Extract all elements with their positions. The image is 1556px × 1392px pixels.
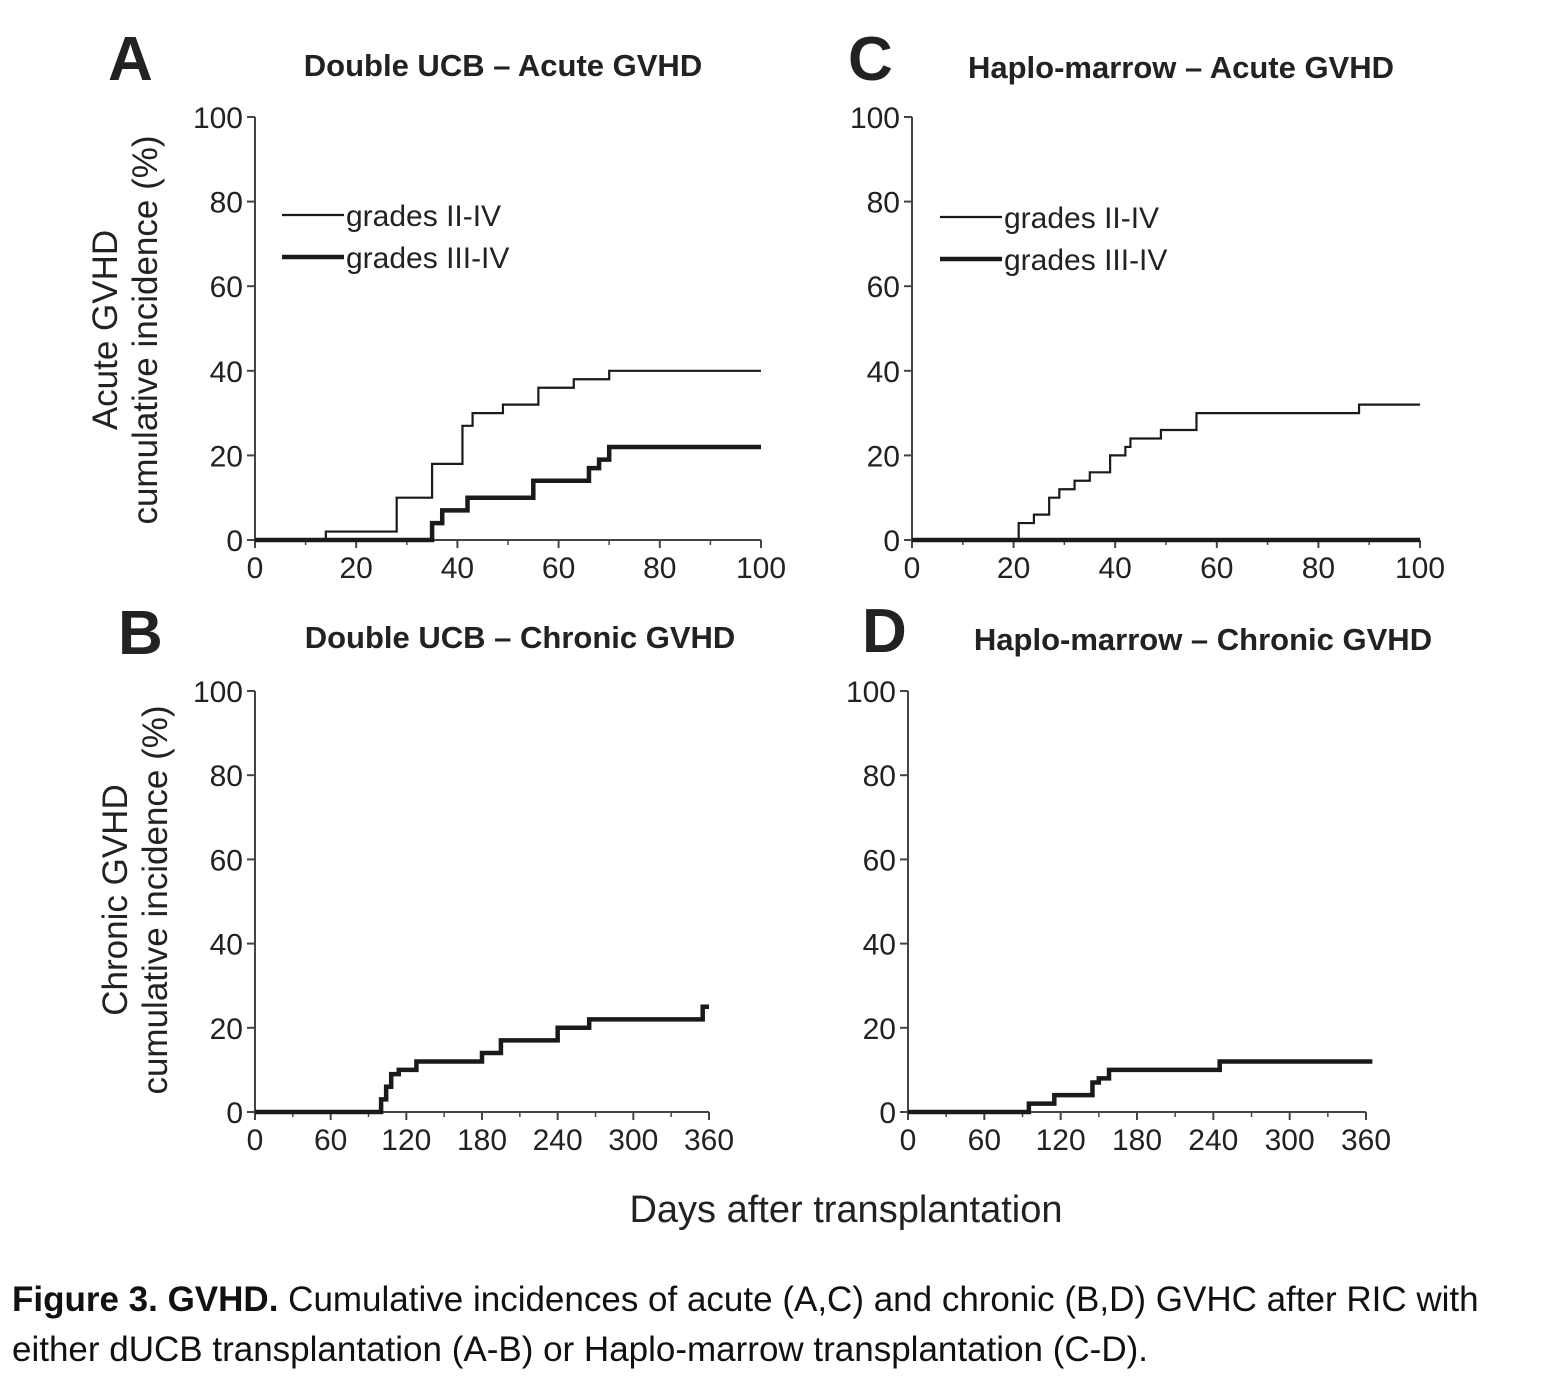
panel-a: A Double UCB – Acute GVHD 0 20 40 60 80 100 0 20 4… <box>108 25 786 585</box>
legend-label-a-1: grades II-IV <box>346 200 501 233</box>
x-tick-label-c: 20 <box>997 552 1030 585</box>
x-tick-label-c: 60 <box>1200 552 1233 585</box>
y-tick-label-b: 40 <box>210 929 243 962</box>
series-line-a-1 <box>255 369 761 542</box>
panel-d: D Haplo-marrow – Chronic GVHD 0 20 40 60 80 100… <box>846 597 1432 1157</box>
y-tick-label-c: 80 <box>867 187 900 220</box>
legend-label-a-2: grades III-IV <box>346 242 509 275</box>
x-tick-label-a: 40 <box>441 552 474 585</box>
series-line-b-1 <box>255 1004 709 1115</box>
y-tick-label-d: 0 <box>879 1097 896 1130</box>
series-line-a-2 <box>255 444 761 543</box>
panel-b: B Double UCB – Chronic GVHD 0 20 40 60 80 100 0 6… <box>118 599 735 1157</box>
panel-title-d: Haplo-marrow – Chronic GVHD <box>974 622 1432 657</box>
y-tick-label-b: 20 <box>210 1013 243 1046</box>
legend-label-c-2: grades III-IV <box>1004 244 1167 277</box>
panel-letter-d: D <box>862 597 907 666</box>
y-tick-label-d: 20 <box>863 1013 896 1046</box>
x-tick-label-a: 60 <box>542 552 575 585</box>
x-tick-label-b: 300 <box>608 1124 658 1157</box>
legend-label-c-1: grades II-IV <box>1004 202 1159 235</box>
y-tick-label-d: 60 <box>863 844 896 877</box>
series-line-c-1 <box>912 403 1420 542</box>
y-tick-label-b: 60 <box>210 844 243 877</box>
x-tick-label-b: 240 <box>533 1124 583 1157</box>
y-tick-label-a: 0 <box>226 525 243 558</box>
y-tick-label-a: 60 <box>210 271 243 304</box>
gvhd-figure: A Double UCB – Acute GVHD 0 20 40 60 80 100 0 20 4… <box>86 25 1445 1231</box>
y-tick-label-a: 40 <box>210 356 243 389</box>
x-tick-label-a: 100 <box>736 552 786 585</box>
y-axis-label-chronic-line1: Chronic GVHD <box>96 784 135 1015</box>
x-tick-label-b: 180 <box>457 1124 507 1157</box>
y-tick-label-a: 20 <box>210 440 243 473</box>
caption-text: Cumulative incidences of acute (A,C) and… <box>12 1280 1479 1369</box>
panel-c: C Haplo-marrow – Acute GVHD 0 20 40 60 80 100 0 2… <box>848 25 1445 585</box>
y-axis-label-chronic-line2: cumulative incidence (%) <box>136 705 175 1094</box>
panel-letter-b: B <box>118 599 163 668</box>
x-tick-label-b: 60 <box>314 1124 347 1157</box>
x-tick-label-a: 0 <box>247 552 264 585</box>
y-tick-label-d: 40 <box>863 929 896 962</box>
y-tick-label-b: 80 <box>210 760 243 793</box>
x-tick-label-d: 240 <box>1188 1124 1238 1157</box>
y-axis-label-acute-line1: Acute GVHD <box>86 230 125 430</box>
x-tick-label-b: 360 <box>684 1124 734 1157</box>
x-tick-label-d: 180 <box>1112 1124 1162 1157</box>
y-tick-label-c: 100 <box>850 102 900 135</box>
y-tick-label-b: 0 <box>226 1097 243 1130</box>
x-tick-label-d: 360 <box>1341 1124 1391 1157</box>
y-tick-label-c: 20 <box>867 440 900 473</box>
y-tick-label-d: 80 <box>863 760 896 793</box>
x-tick-label-c: 40 <box>1099 552 1132 585</box>
panel-title-c: Haplo-marrow – Acute GVHD <box>968 50 1394 85</box>
caption-bold: Figure 3. GVHD. <box>12 1280 279 1319</box>
x-tick-label-c: 80 <box>1302 552 1335 585</box>
y-tick-label-c: 60 <box>867 271 900 304</box>
y-tick-label-a: 80 <box>210 187 243 220</box>
panel-title-a: Double UCB – Acute GVHD <box>304 48 702 83</box>
x-tick-label-d: 300 <box>1265 1124 1315 1157</box>
y-tick-label-d: 100 <box>846 676 896 709</box>
x-tick-label-c: 100 <box>1395 552 1445 585</box>
y-axis-label-acute-line2: cumulative incidence (%) <box>126 135 165 524</box>
x-tick-label-d: 120 <box>1036 1124 1086 1157</box>
x-tick-label-a: 80 <box>643 552 676 585</box>
panel-title-b: Double UCB – Chronic GVHD <box>305 620 736 655</box>
figure-caption: Figure 3. GVHD. Cumulative incidences of… <box>12 1275 1547 1375</box>
x-tick-label-a: 20 <box>340 552 373 585</box>
x-tick-label-d: 0 <box>900 1124 917 1157</box>
x-tick-label-d: 60 <box>968 1124 1001 1157</box>
x-axis-label: Days after transplantation <box>629 1189 1062 1231</box>
panel-letter-c: C <box>848 25 893 94</box>
y-tick-label-c: 0 <box>883 525 900 558</box>
x-tick-label-b: 120 <box>381 1124 431 1157</box>
y-tick-label-b: 100 <box>193 676 243 709</box>
y-tick-label-a: 100 <box>193 102 243 135</box>
y-tick-label-c: 40 <box>867 356 900 389</box>
panel-letter-a: A <box>108 25 153 94</box>
x-tick-label-c: 0 <box>904 552 921 585</box>
series-line-d-1 <box>908 1059 1373 1115</box>
x-tick-label-b: 0 <box>247 1124 264 1157</box>
